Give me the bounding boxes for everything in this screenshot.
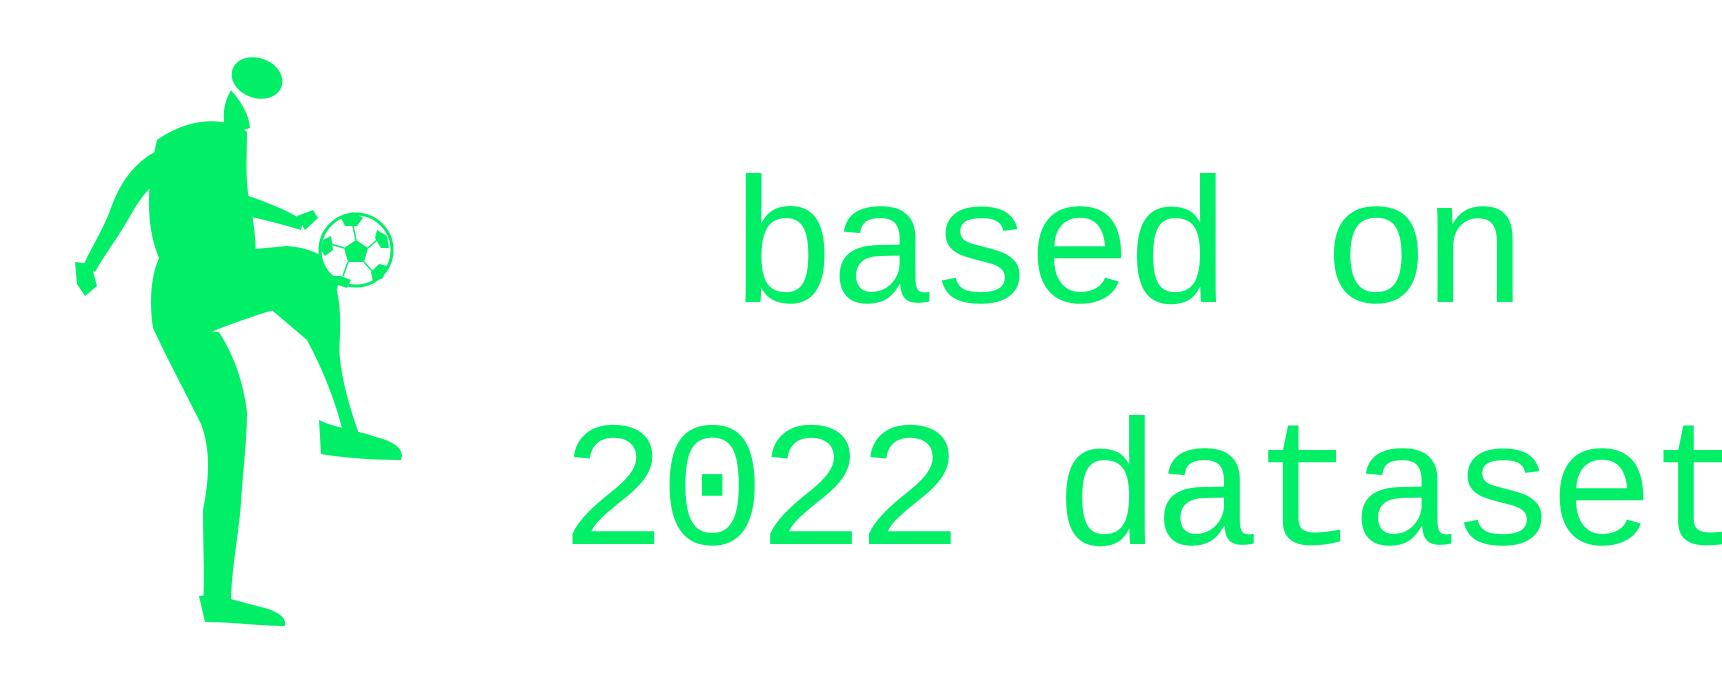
headline: based on 2022 dataset — [560, 135, 1722, 619]
soccer-player-figure — [35, 40, 415, 660]
soccer-ball-icon — [318, 212, 394, 288]
soccer-player-juggling-icon — [75, 57, 402, 626]
headline-line-1: based on — [729, 155, 1529, 356]
headline-line-2: 2022 dataset — [560, 397, 1722, 598]
